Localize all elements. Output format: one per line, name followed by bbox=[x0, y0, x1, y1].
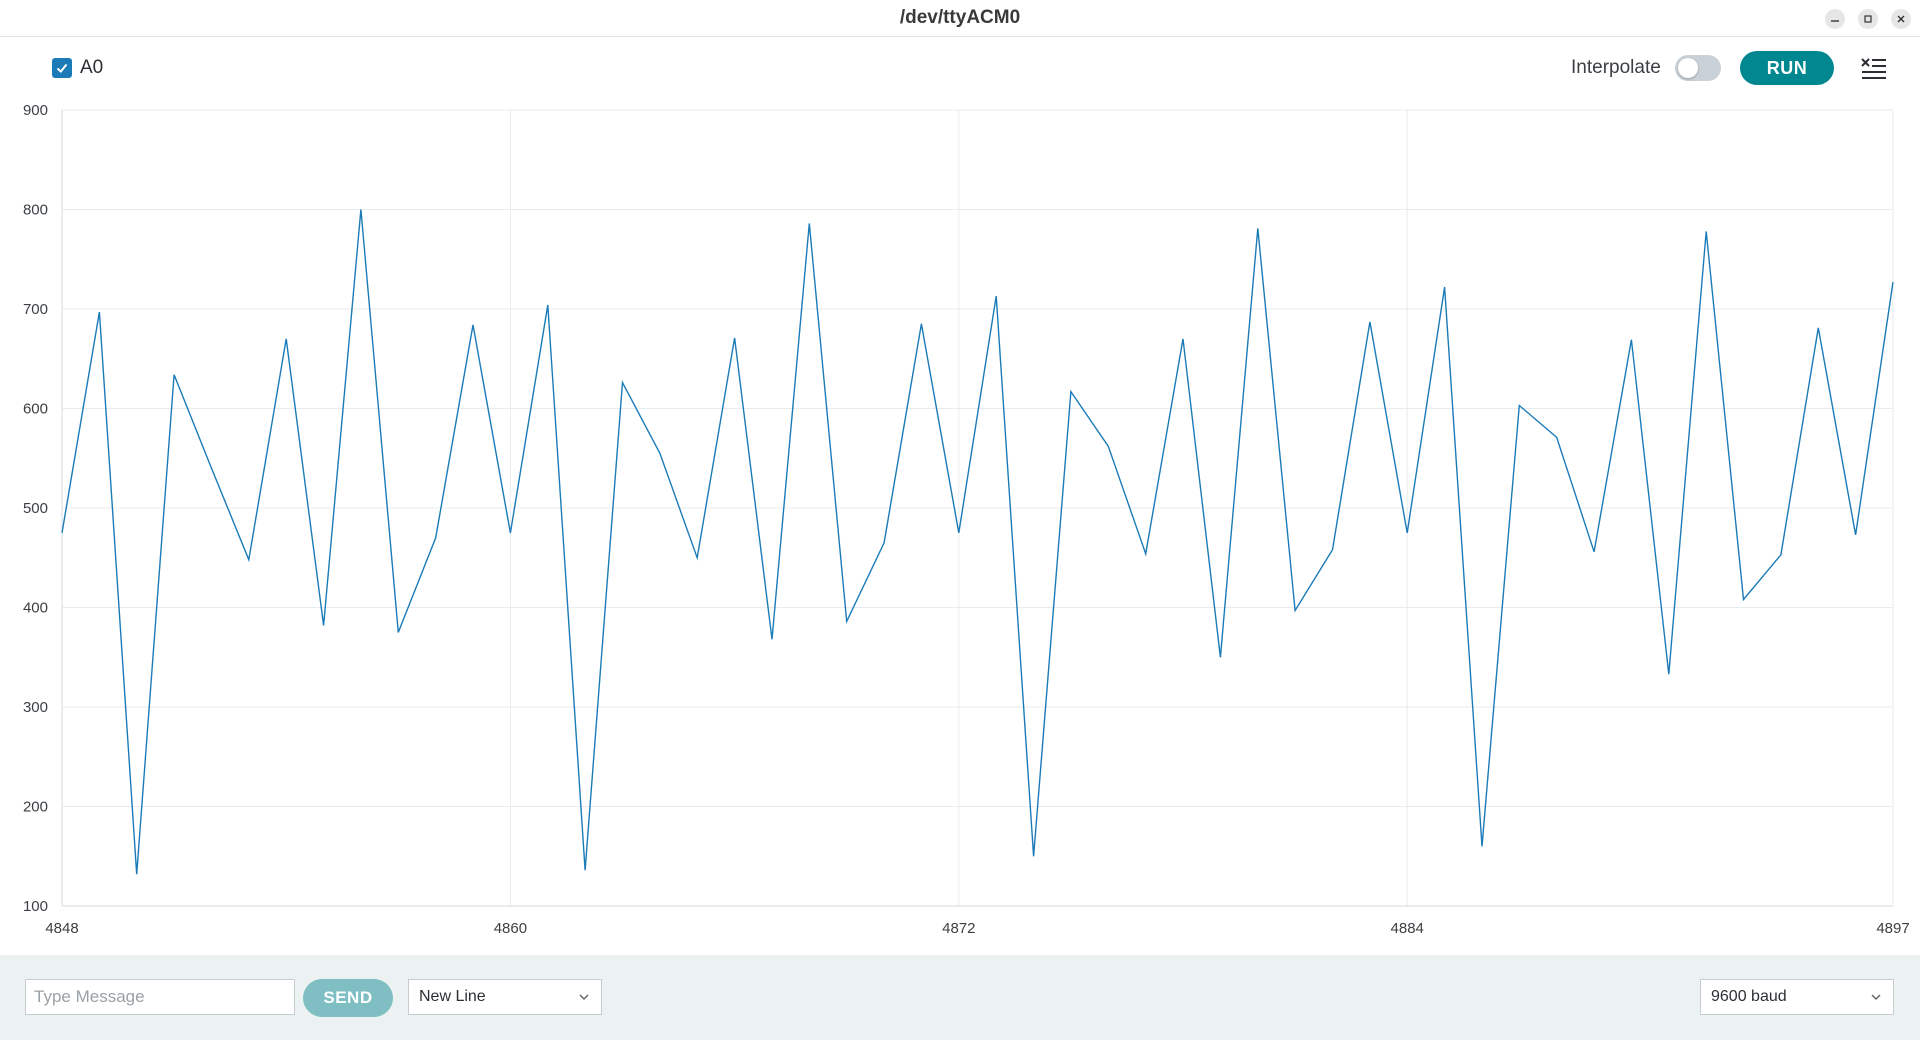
interpolate-switch[interactable] bbox=[1675, 55, 1721, 81]
send-button[interactable]: SEND bbox=[303, 979, 393, 1017]
y-tick-label: 800 bbox=[23, 202, 48, 219]
x-tick-label: 4884 bbox=[1391, 920, 1424, 937]
minimize-icon[interactable] bbox=[1825, 9, 1845, 29]
y-tick-label: 900 bbox=[23, 102, 48, 119]
interpolate-label: Interpolate bbox=[1571, 57, 1661, 78]
maximize-icon[interactable] bbox=[1858, 9, 1878, 29]
y-tick-label: 300 bbox=[23, 699, 48, 716]
baud-rate-select[interactable]: 9600 baud bbox=[1700, 979, 1894, 1015]
x-tick-label: 4872 bbox=[942, 920, 975, 937]
y-tick-label: 500 bbox=[23, 500, 48, 517]
clear-list-icon[interactable] bbox=[1860, 55, 1888, 81]
line-chart: 100 200 300 400 500 600 700 800 900 4848 4860 4872 4… bbox=[23, 102, 1910, 937]
close-icon[interactable] bbox=[1891, 9, 1911, 29]
y-tick-label: 200 bbox=[23, 799, 48, 816]
x-tick-label: 4897 bbox=[1876, 920, 1909, 937]
baud-rate-value: 9600 baud bbox=[1711, 988, 1787, 1005]
y-tick-label: 600 bbox=[23, 401, 48, 418]
x-tick-label: 4848 bbox=[45, 920, 78, 937]
switch-knob bbox=[1678, 58, 1698, 78]
title-bar: /dev/ttyACM0 bbox=[0, 0, 1920, 37]
y-tick-label: 400 bbox=[23, 600, 48, 617]
series-label: A0 bbox=[80, 57, 104, 78]
chevron-down-icon bbox=[579, 994, 589, 1001]
y-tick-label: 100 bbox=[23, 898, 48, 915]
series-checkbox[interactable] bbox=[52, 58, 72, 78]
series-a0-toggle[interactable]: A0 bbox=[52, 57, 103, 79]
x-tick-label: 4860 bbox=[494, 920, 527, 937]
chevron-down-icon bbox=[1871, 994, 1881, 1001]
checkmark-icon bbox=[56, 63, 68, 73]
line-ending-value: New Line bbox=[419, 988, 486, 1005]
message-bar: SEND New Line 9600 baud bbox=[0, 955, 1920, 1040]
y-tick-label: 700 bbox=[23, 301, 48, 318]
window-title: /dev/ttyACM0 bbox=[899, 7, 1021, 28]
plot-area: 100 200 300 400 500 600 700 800 900 4848 4860 4872 4… bbox=[0, 99, 1920, 955]
run-button[interactable]: RUN bbox=[1740, 51, 1834, 85]
series-line-a0 bbox=[61, 209, 1894, 875]
message-input[interactable] bbox=[25, 979, 295, 1015]
line-ending-select[interactable]: New Line bbox=[408, 979, 602, 1015]
plotter-toolbar: A0 Interpolate RUN bbox=[0, 37, 1920, 99]
